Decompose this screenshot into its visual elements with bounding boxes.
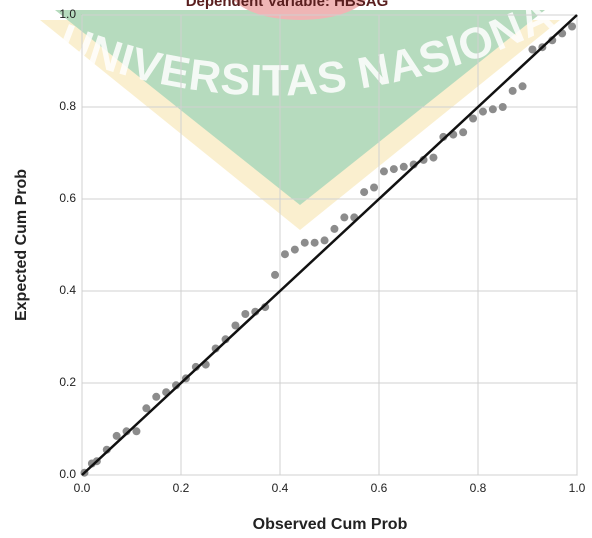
y-tick-label: 0.2 [59, 375, 76, 389]
chart: UNIVERSITAS NASIONAL Dependent Variable:… [0, 0, 592, 538]
point [330, 225, 338, 233]
point [509, 87, 517, 95]
point [360, 188, 368, 196]
point [390, 165, 398, 173]
point [380, 167, 388, 175]
y-tick-label: 0.4 [59, 283, 76, 297]
point [479, 108, 487, 116]
point [291, 246, 299, 254]
point [281, 250, 289, 258]
y-tick-label: 0.6 [59, 191, 76, 205]
point [311, 239, 319, 247]
point [241, 310, 249, 318]
y-axis-title: Expected Cum Prob [13, 169, 30, 321]
point [499, 103, 507, 111]
x-axis-title: Observed Cum Prob [253, 516, 408, 533]
y-tick-label: 0.0 [59, 467, 76, 481]
point [489, 105, 497, 113]
point [321, 236, 329, 244]
chart-title: Dependent Variable: HBSAG [186, 0, 389, 10]
point [459, 128, 467, 136]
point [429, 154, 437, 162]
point [301, 239, 309, 247]
x-tick-label: 0.0 [74, 481, 91, 495]
x-tick-label: 0.2 [173, 481, 190, 495]
x-tick-label: 0.6 [371, 481, 388, 495]
x-tick-label: 1.0 [569, 481, 586, 495]
y-tick-label: 0.8 [59, 99, 76, 113]
point [400, 163, 408, 171]
x-tick-label: 0.4 [272, 481, 289, 495]
point [271, 271, 279, 279]
x-tick-label: 0.8 [470, 481, 487, 495]
point [340, 213, 348, 221]
y-tick-label: 1.0 [59, 7, 76, 21]
point [152, 393, 160, 401]
point [370, 184, 378, 192]
point [519, 82, 527, 90]
